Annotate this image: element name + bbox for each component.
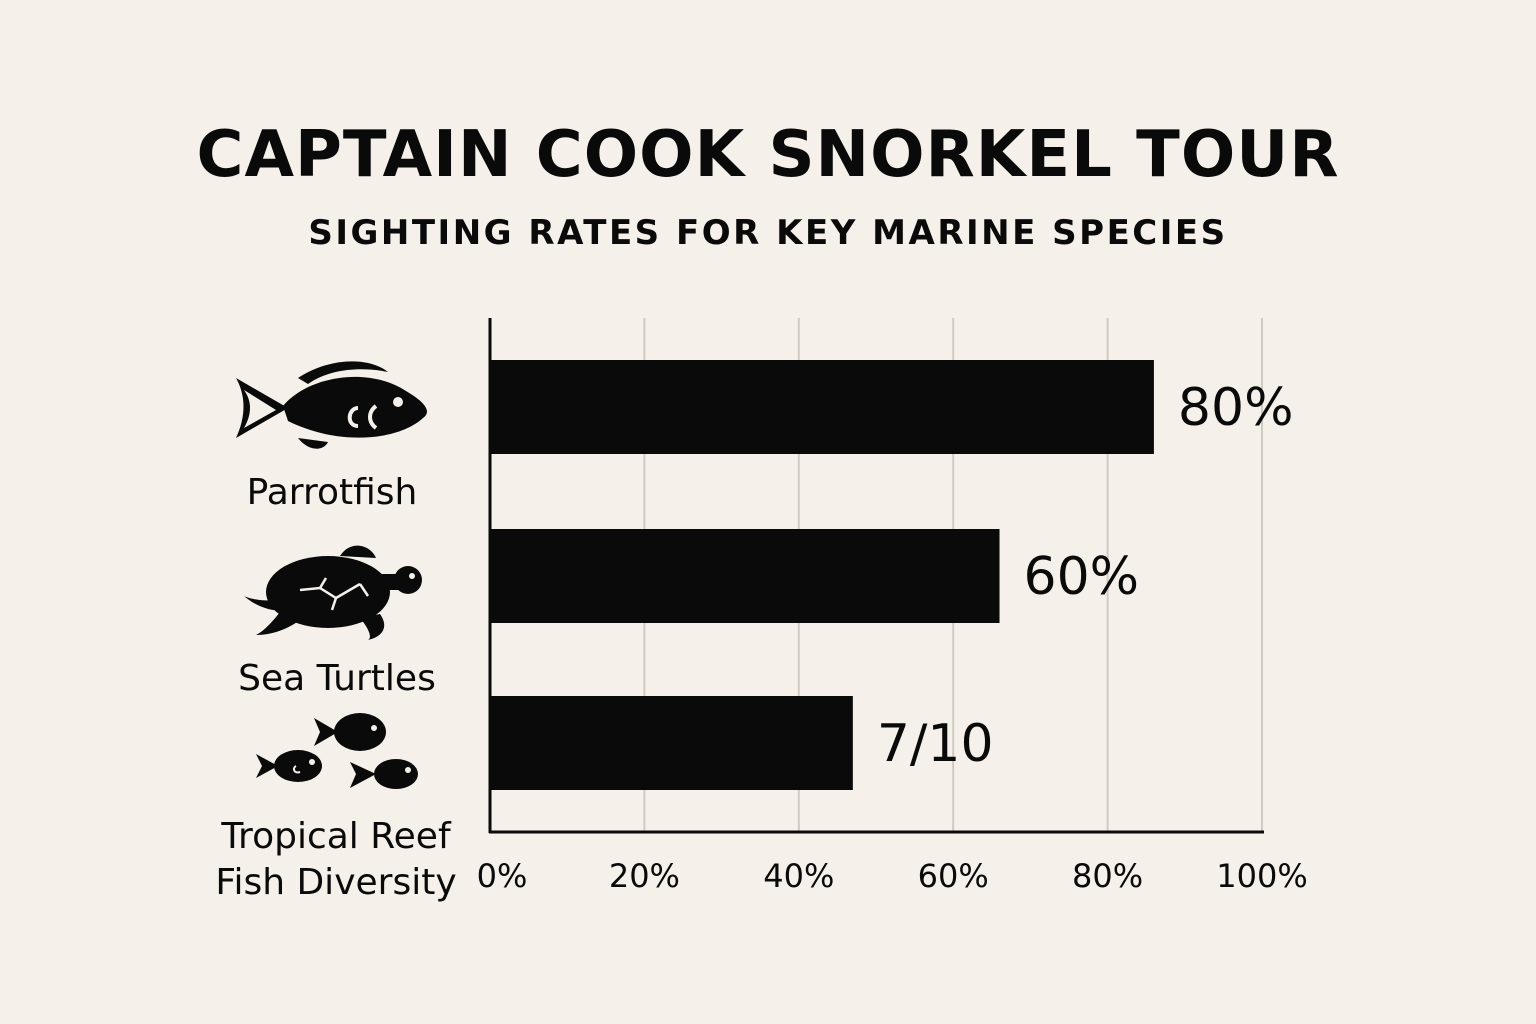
chart-subtitle: SIGHTING RATES FOR KEY MARINE SPECIES	[308, 213, 1228, 253]
bar-reef-fish-group	[490, 696, 853, 790]
value-label-parrotfish: 80%	[1178, 378, 1294, 438]
x-tick-label-60: 60%	[918, 857, 989, 895]
x-tick-label-20: 20%	[609, 857, 680, 895]
value-label-sea-turtle: 60%	[1024, 547, 1140, 607]
parrotfish-icon	[236, 361, 427, 449]
sea-turtle-icon	[244, 545, 422, 640]
category-label-sea-turtles: Sea Turtles	[238, 658, 436, 699]
x-tick-label-100: 100%	[1216, 857, 1307, 895]
reef-fish-group-icon	[256, 713, 418, 789]
category-label-parrotfish: Parrotfish	[246, 472, 418, 513]
bar-sea-turtle	[490, 529, 1000, 623]
x-tick-label-80: 80%	[1072, 857, 1143, 895]
chart-title: CAPTAIN COOK SNORKEL TOUR	[196, 118, 1340, 192]
category-label-reef-fish-line-1: Tropical Reef	[221, 816, 451, 857]
x-tick-label-40: 40%	[763, 857, 834, 895]
bar-parrotfish	[490, 360, 1154, 454]
category-label-reef-fish-line-2: Fish Diversity	[215, 862, 457, 903]
value-label-reef-fish-group: 7/10	[877, 714, 994, 774]
x-tick-label-0: 0%	[477, 857, 528, 895]
